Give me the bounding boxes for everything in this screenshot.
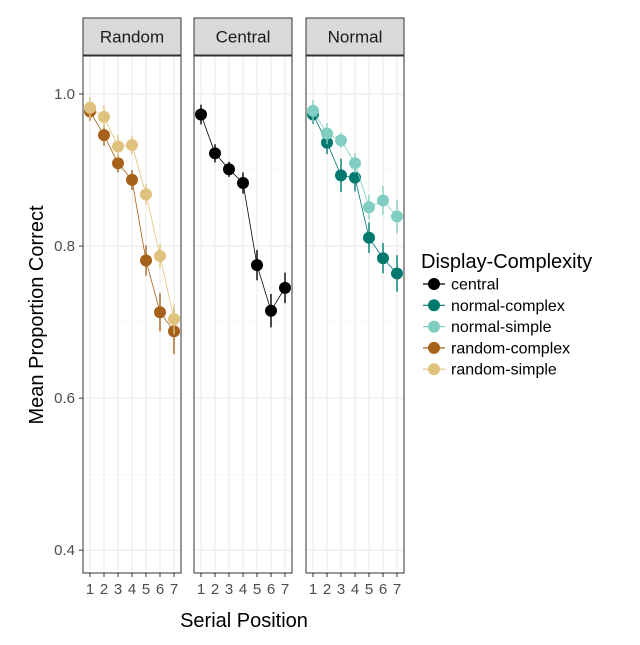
legend-label: central bbox=[451, 277, 499, 294]
data-point bbox=[363, 231, 375, 244]
data-point bbox=[98, 110, 110, 123]
data-point bbox=[168, 313, 180, 326]
data-point bbox=[84, 101, 96, 114]
x-tick-label: 4 bbox=[351, 581, 359, 598]
data-point bbox=[126, 138, 138, 151]
legend: Display-Complexity central normal-complex… bbox=[421, 251, 592, 379]
data-point bbox=[321, 127, 333, 140]
y-tick-label: 0.6 bbox=[54, 390, 75, 407]
data-point bbox=[307, 104, 319, 117]
legend-entry-normal-simple: normal-simple bbox=[423, 319, 552, 336]
data-point bbox=[98, 129, 110, 142]
legend-label: normal-complex bbox=[451, 298, 565, 315]
series-random-simple bbox=[84, 97, 180, 335]
panel-random: Random 1 2 3 4 5 6 7 bbox=[82, 17, 182, 598]
data-point bbox=[349, 171, 361, 184]
data-point bbox=[335, 169, 347, 182]
data-point bbox=[377, 252, 389, 265]
legend-entry-normal-complex: normal-complex bbox=[423, 298, 565, 315]
y-axis: 0.4 0.6 0.8 1.0 bbox=[54, 86, 83, 559]
y-tick-label: 1.0 bbox=[54, 86, 75, 103]
data-point bbox=[112, 157, 124, 170]
data-point bbox=[377, 194, 389, 207]
x-tick-label: 6 bbox=[379, 581, 387, 598]
data-point bbox=[349, 157, 361, 170]
x-tick-label: 3 bbox=[337, 581, 345, 598]
y-tick-label: 0.4 bbox=[54, 542, 75, 559]
legend-label: random-complex bbox=[451, 340, 570, 357]
data-point bbox=[209, 147, 221, 160]
legend-key-marker bbox=[428, 278, 440, 290]
x-tick-label: 7 bbox=[393, 581, 401, 598]
x-tick-label: 2 bbox=[211, 581, 219, 598]
x-tick-label: 7 bbox=[170, 581, 178, 598]
y-tick-label: 0.8 bbox=[54, 238, 75, 255]
y-axis-title: Mean Proportion Correct bbox=[26, 205, 48, 424]
legend-key-marker bbox=[428, 299, 440, 312]
legend-label: random-simple bbox=[451, 362, 557, 379]
data-point bbox=[335, 134, 347, 147]
data-point bbox=[223, 163, 235, 176]
x-tick-label: 3 bbox=[114, 581, 122, 598]
legend-label: normal-simple bbox=[451, 319, 552, 336]
x-tick-label: 1 bbox=[86, 581, 94, 598]
panel-strip bbox=[82, 17, 182, 56]
legend-entry-random-complex: random-complex bbox=[423, 340, 570, 357]
series-normal-simple bbox=[307, 100, 403, 234]
x-tick-label: 2 bbox=[100, 581, 108, 598]
panel-central: Central 1 2 3 4 5 6 7 bbox=[193, 17, 293, 598]
panel-strip bbox=[193, 17, 293, 56]
data-point bbox=[251, 259, 263, 272]
data-point bbox=[279, 281, 291, 294]
x-tick-label: 5 bbox=[253, 581, 261, 598]
x-tick-label: 5 bbox=[365, 581, 373, 598]
data-point bbox=[112, 140, 124, 153]
panel-title: Random bbox=[100, 28, 164, 47]
x-tick-label: 7 bbox=[281, 581, 289, 598]
legend-entry-random-simple: random-simple bbox=[423, 362, 557, 379]
data-point bbox=[391, 210, 403, 223]
x-tick-label: 4 bbox=[128, 581, 136, 598]
panel-strip bbox=[305, 17, 405, 56]
legend-title: Display-Complexity bbox=[421, 251, 592, 273]
x-tick-label: 1 bbox=[197, 581, 205, 598]
x-tick-label: 5 bbox=[142, 581, 150, 598]
data-point bbox=[195, 108, 207, 121]
legend-key-marker bbox=[428, 363, 440, 376]
x-tick-label: 4 bbox=[239, 581, 247, 598]
data-point bbox=[140, 254, 152, 267]
data-point bbox=[237, 176, 249, 189]
x-tick-label: 6 bbox=[267, 581, 275, 598]
legend-key-marker bbox=[428, 341, 440, 354]
panel-title: Central bbox=[216, 28, 271, 47]
x-tick-label: 3 bbox=[225, 581, 233, 598]
legend-key-marker bbox=[428, 320, 440, 333]
data-point bbox=[363, 201, 375, 214]
data-point bbox=[265, 304, 277, 317]
legend-entry-central: central bbox=[423, 277, 499, 294]
x-tick-label: 1 bbox=[309, 581, 317, 598]
data-point bbox=[126, 173, 138, 186]
data-point bbox=[154, 249, 166, 262]
panel-normal: Normal 1 2 3 4 5 6 7 bbox=[305, 17, 405, 598]
x-tick-label: 6 bbox=[156, 581, 164, 598]
data-point bbox=[391, 267, 403, 280]
panel-title: Normal bbox=[328, 28, 383, 47]
series-central bbox=[195, 104, 291, 328]
x-tick-label: 2 bbox=[323, 581, 331, 598]
data-point bbox=[154, 306, 166, 319]
data-point bbox=[140, 188, 152, 201]
x-axis-title: Serial Position bbox=[180, 610, 308, 632]
